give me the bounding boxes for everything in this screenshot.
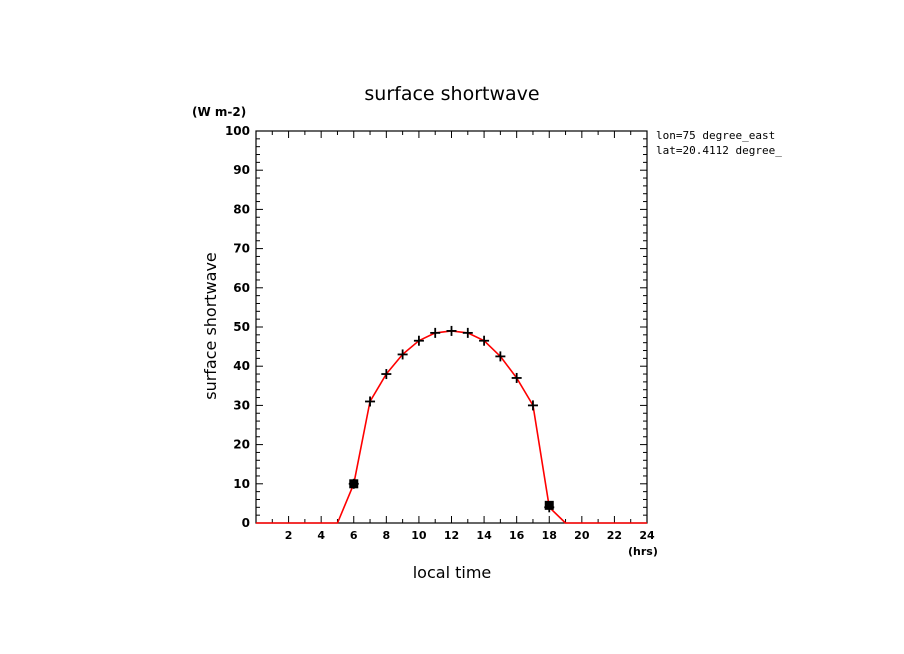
x-tick-label: 2 [285,529,293,542]
annotation-lon: lon=75 degree_east [656,129,775,142]
x-tick-label: 16 [509,529,525,542]
x-tick-label: 18 [542,529,557,542]
y-tick-label: 20 [233,438,250,452]
x-tick-label: 14 [476,529,492,542]
data-point-plus [479,335,490,346]
y-tick-label: 10 [233,477,250,491]
y-tick-label: 100 [225,124,250,138]
annotation-lat: lat=20.4112 degree_ [656,144,782,157]
markers-group [348,325,555,513]
y-tick-label: 80 [233,202,250,216]
data-point-plus [348,478,359,489]
data-point-plus [527,400,538,411]
x-tick-label: 10 [411,529,427,542]
data-point-plus [430,327,441,338]
y-tick-label: 70 [233,242,250,256]
y-axis-label: surface shortwave [201,252,220,400]
y-tick-label: 0 [242,516,250,530]
x-units-label: (hrs) [628,545,658,558]
x-ticks: 2 4 6 8 10 12 14 16 18 20 22 24 [255,131,655,542]
data-point-plus [462,327,473,338]
data-point-plus [511,372,522,383]
data-point-plus [413,335,424,346]
x-tick-label: 12 [444,529,459,542]
chart-title: surface shortwave [364,83,539,105]
data-point-plus [446,325,457,336]
x-tick-label: 24 [639,529,655,542]
x-tick-label: 6 [350,529,358,542]
x-tick-label: 20 [574,529,590,542]
y-units-label: (W m-2) [192,105,246,119]
x-tick-label: 8 [383,529,391,542]
series-group [256,330,647,524]
y-ticks: 0 10 20 30 40 50 60 70 80 90 100 [225,124,647,530]
y-tick-label: 40 [233,359,250,373]
data-point-plus [544,502,555,513]
x-axis-label: local time [413,563,492,582]
x-tick-label: 4 [317,529,325,542]
y-tick-label: 50 [233,320,250,334]
y-tick-label: 30 [233,398,250,412]
series-line [256,330,647,524]
data-point-plus [365,396,376,407]
y-tick-label: 90 [233,163,250,177]
data-point-plus [397,349,408,360]
data-point-plus [495,351,506,362]
data-point-plus [381,369,392,380]
y-tick-label: 60 [233,281,250,295]
x-tick-label: 22 [607,529,622,542]
